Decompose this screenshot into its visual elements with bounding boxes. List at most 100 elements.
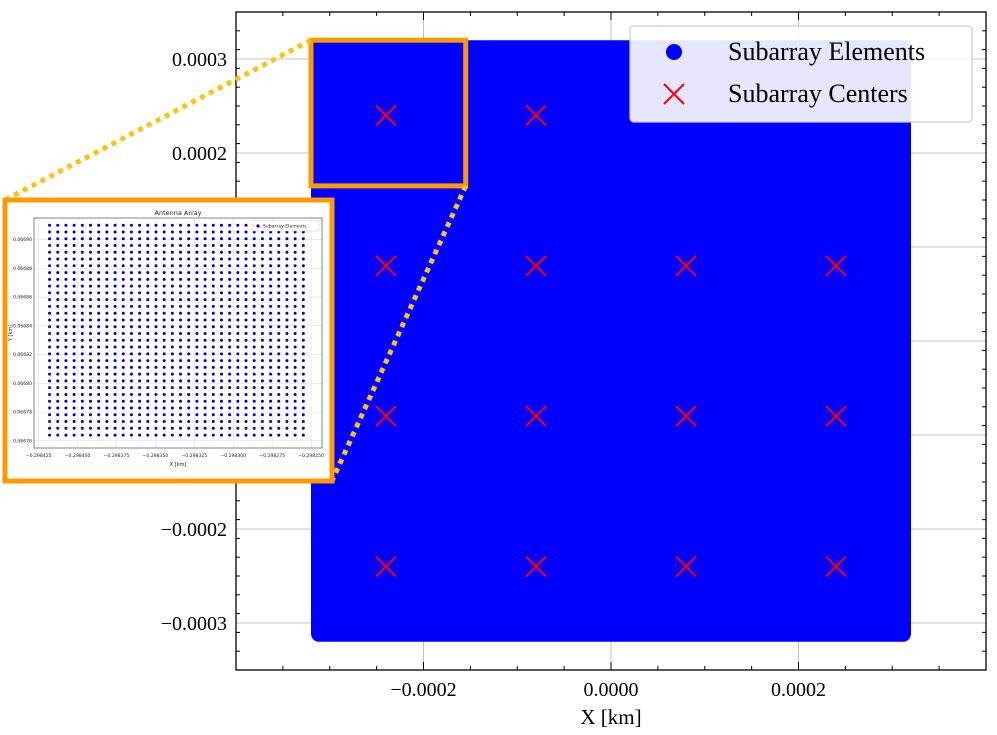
inset-element-dot [203,352,207,356]
inset-element-dot [80,338,84,342]
legend-marker-centers [663,83,685,105]
inset-element-dot [219,345,223,349]
inset-element-dot [170,392,174,396]
inset-element-dot [203,223,207,227]
center-x-stroke [825,555,847,578]
inset-element-dot [88,352,92,356]
inset-element-dot [48,365,52,369]
inset-element-dot [187,372,191,376]
inset-element-dot [203,399,207,403]
inset-element-dot [179,291,183,295]
inset-element-dot [203,332,207,336]
inset-element-dot [48,304,52,308]
inset-element-dot [72,392,76,396]
subarray-center-marker [825,405,847,427]
inset-element-dot [121,250,125,254]
inset-element-dot [187,257,191,261]
inset-element-dot [105,345,109,349]
inset-element-dot [211,264,215,268]
inset-element-dot [301,372,305,376]
inset-element-dot [170,271,174,275]
inset-element-dot [252,433,256,437]
inset-element-dot [97,304,101,308]
inset-element-dot [301,433,305,437]
x-axis-label: X [km] [580,705,641,729]
center-x-stroke [675,555,697,578]
inset-element-dot [56,386,60,390]
inset-element-dot [138,250,142,254]
inset-element-dot [146,318,150,322]
inset-element-dot [252,243,256,247]
inset-element-dot [138,379,142,383]
inset-element-dot [64,237,68,241]
subarray-center-marker [675,405,697,427]
inset-element-dot [228,318,232,322]
inset-element-dot [80,291,84,295]
inset-element-dot [285,311,289,315]
inset-element-dot [252,250,256,254]
inset-element-dot [260,257,264,261]
inset-element-dot [121,345,125,349]
inset-element-dot [228,284,232,288]
inset-element-dot [113,264,117,268]
inset-element-dot [195,257,199,261]
inset-element-dot [277,298,281,302]
inset-element-dot [56,311,60,315]
inset-element-dot [293,413,297,417]
inset-element-dot [293,304,297,308]
inset-element-dot [277,250,281,254]
inset-element-dot [88,264,92,268]
inset-element-dot [88,420,92,424]
inset-element-dot [252,359,256,363]
inset-element-dot [56,406,60,410]
inset-element-dot [203,237,207,241]
inset-element-dot [285,379,289,383]
inset-element-dot [277,372,281,376]
inset-element-dot [277,338,281,342]
inset-y-tick-label: 0.06676 [13,438,32,444]
inset-element-dot [170,332,174,336]
inset-element-dot [121,277,125,281]
inset-element-dot [121,311,125,315]
inset-element-dot [138,413,142,417]
inset-element-dot [146,332,150,336]
inset-element-dot [121,379,125,383]
inset-element-dot [301,426,305,430]
inset-legend-marker [256,224,260,228]
inset-element-dot [56,237,60,241]
inset-element-dot [162,386,166,390]
inset-element-dot [277,399,281,403]
inset-element-dot [187,413,191,417]
subarray-center-marker [525,255,547,277]
inset-element-dot [187,298,191,302]
inset-element-dot [252,372,256,376]
inset-element-dot [105,277,109,281]
inset-element-dot [211,433,215,437]
inset-element-dot [138,223,142,227]
inset-element-dot [269,284,273,288]
inset-element-dot [72,304,76,308]
inset-element-dot [121,433,125,437]
inset-element-dot [285,399,289,403]
inset-element-dot [252,277,256,281]
inset-element-dot [162,264,166,268]
inset-element-dot [162,392,166,396]
inset-element-dot [97,386,101,390]
inset-element-dot [187,433,191,437]
inset-element-dot [88,406,92,410]
inset-element-dot [187,379,191,383]
inset-element-dot [228,392,232,396]
inset-element-dot [146,352,150,356]
center-x-stroke [525,555,547,578]
inset-element-dot [260,345,264,349]
inset-element-dot [195,372,199,376]
inset-element-dot [179,271,183,275]
inset-element-dot [179,345,183,349]
inset-element-dot [80,352,84,356]
subarray-center-marker [375,555,397,578]
inset-element-dot [187,271,191,275]
inset-element-dot [285,372,289,376]
inset-element-dot [88,271,92,275]
inset-element-dot [129,359,133,363]
